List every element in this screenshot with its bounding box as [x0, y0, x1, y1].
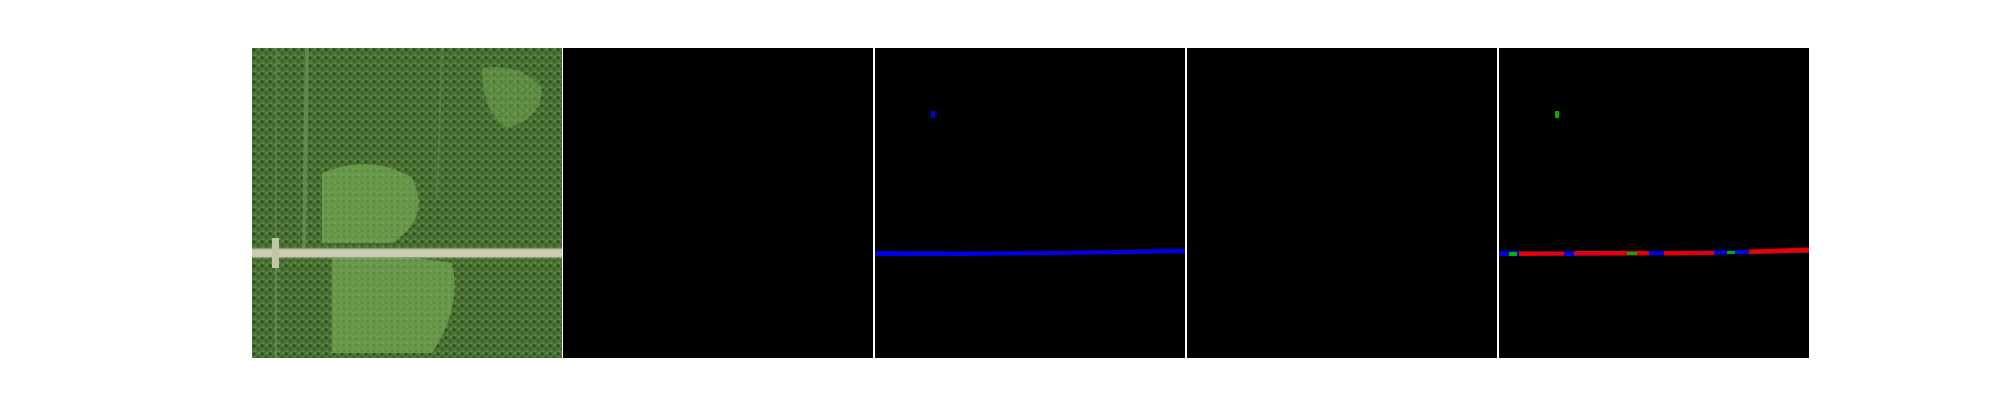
overlay-red-segment	[1574, 251, 1649, 256]
clearing	[482, 67, 542, 128]
overlay-red-segment	[1519, 251, 1564, 256]
overlay-red-segment	[1749, 247, 1809, 254]
overlay-green-segment	[1627, 252, 1637, 255]
clearing	[322, 164, 419, 243]
empty-mask-panel	[563, 48, 873, 358]
aerial-image-panel	[252, 48, 562, 358]
overlay-red-segment	[1664, 251, 1714, 256]
mask-road-blue	[875, 48, 1185, 358]
empty-mask-panel-2	[1187, 48, 1497, 358]
overlay-green-segment	[1727, 251, 1735, 254]
trail	[436, 48, 443, 199]
clearing	[332, 256, 455, 353]
trail	[302, 48, 309, 249]
overlay-green-segment	[1509, 252, 1517, 256]
mask-blob-green	[1555, 111, 1559, 118]
road-junction	[272, 238, 279, 268]
mask-empty	[1187, 48, 1497, 358]
aerial-image	[252, 48, 562, 358]
mask-empty	[563, 48, 873, 358]
road-mask-line	[875, 248, 1185, 256]
trail	[275, 48, 278, 249]
road	[252, 249, 562, 257]
road-mask-panel	[875, 48, 1185, 358]
overlay-mask-panel	[1499, 48, 1809, 358]
mask-blob	[931, 111, 935, 118]
mask-overlay	[1499, 48, 1809, 358]
